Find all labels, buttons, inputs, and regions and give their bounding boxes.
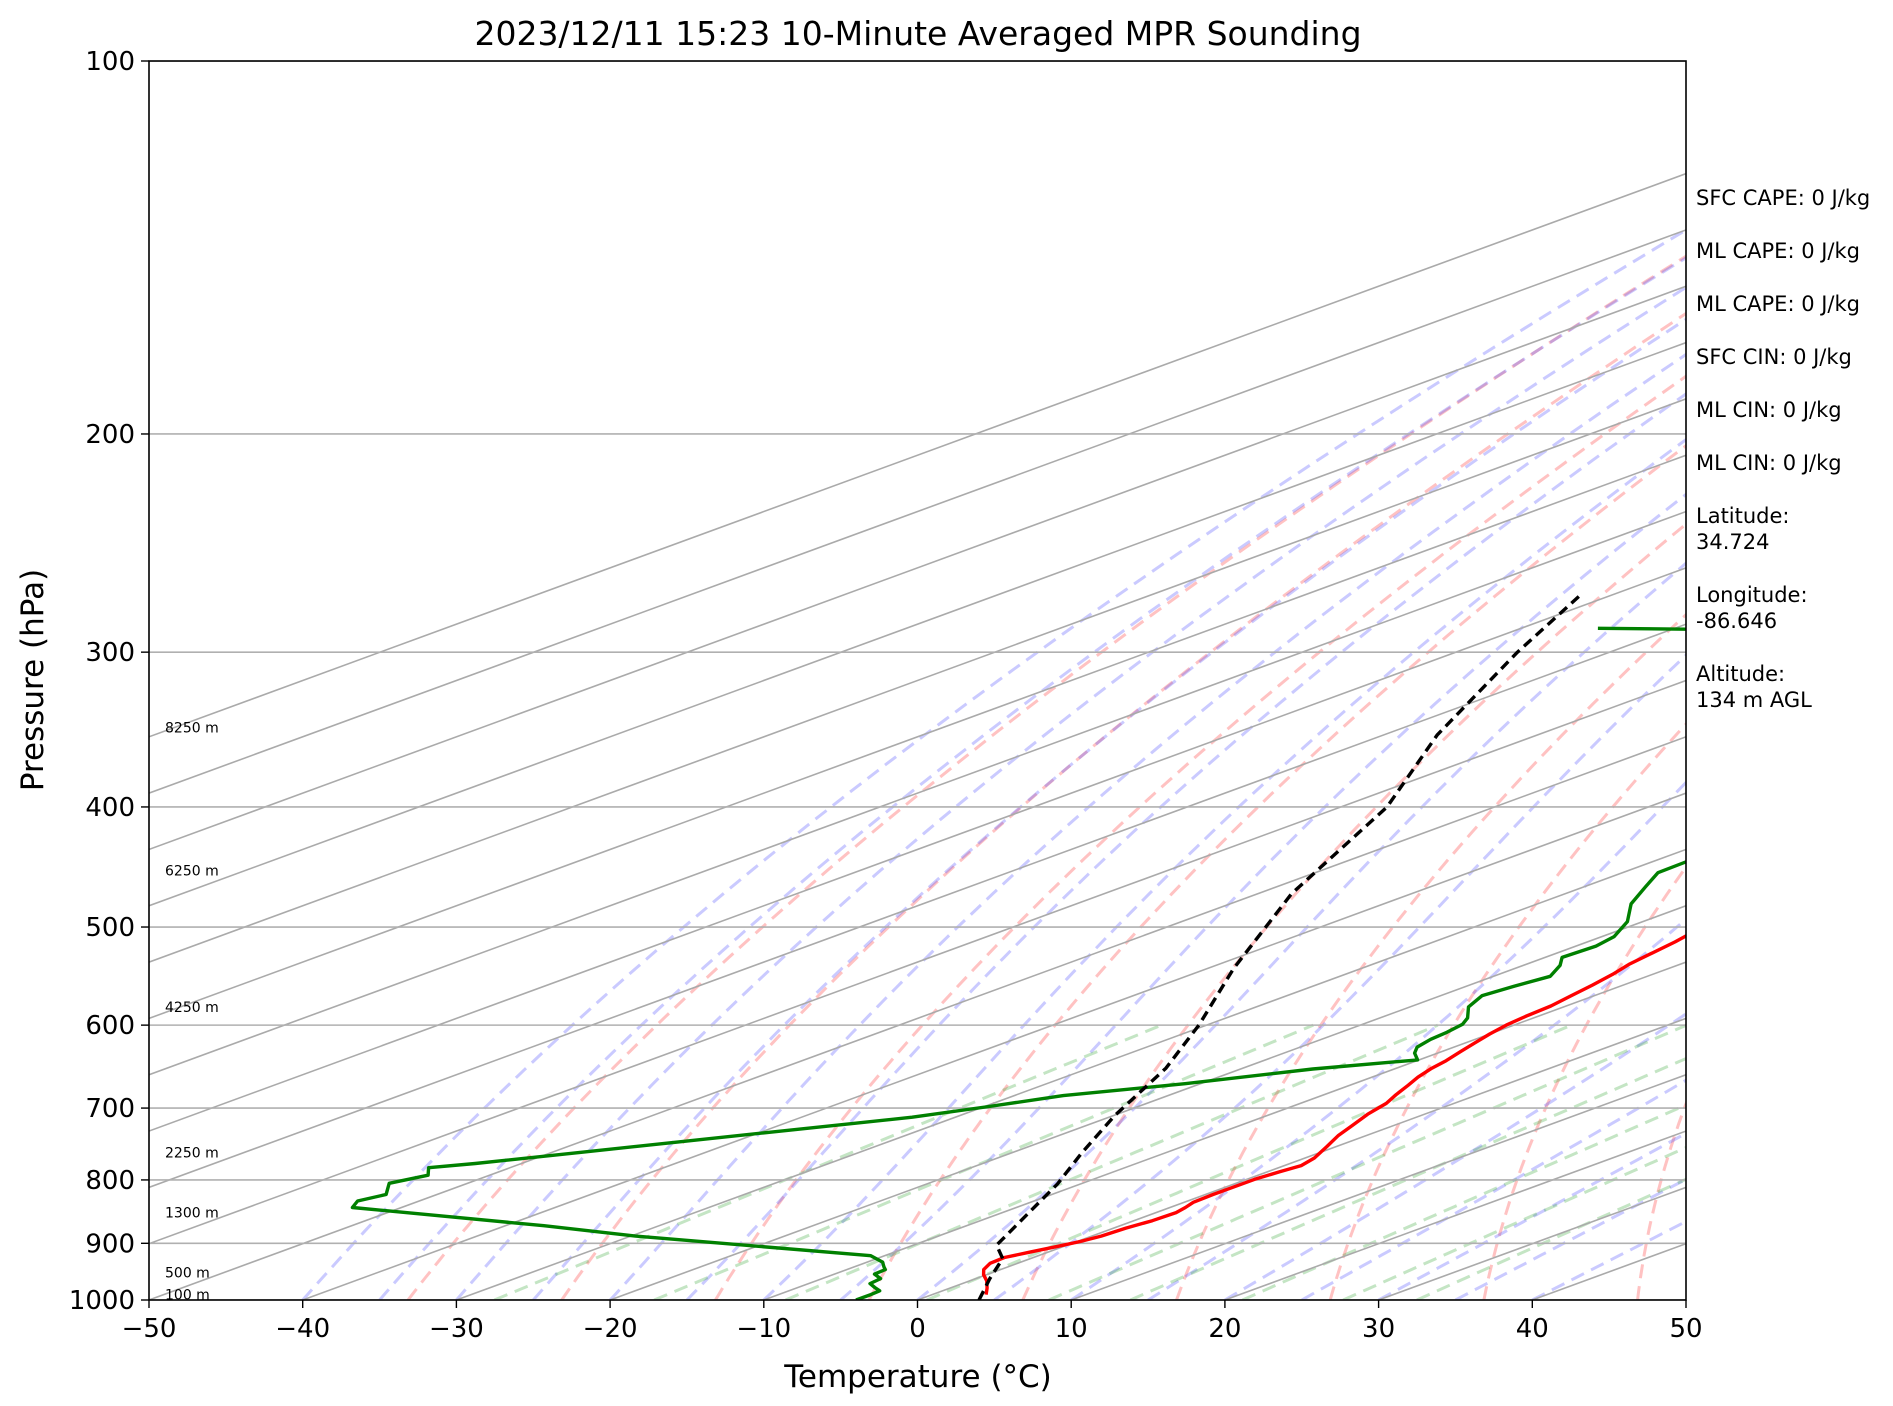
dry-adiabat bbox=[1482, 864, 1686, 1300]
dry-adiabat bbox=[406, 254, 1686, 1300]
moist-adiabat bbox=[993, 653, 1686, 1300]
x-axis-ticks: −50 −40 −30 −20 −10 0 10 20 30 40 50 bbox=[122, 1300, 1703, 1344]
isotherm bbox=[149, 229, 1686, 794]
sounding-info-item: ML CIN: 0 J/kg bbox=[1696, 398, 1842, 422]
x-tick-label: 40 bbox=[1516, 1314, 1549, 1344]
y-tick-label: 500 bbox=[85, 913, 135, 943]
isotherm bbox=[149, 510, 1686, 1076]
height-label: 500 m bbox=[165, 1265, 210, 1281]
y-tick-label: 700 bbox=[85, 1094, 135, 1124]
sounding-info-item: Latitude: 34.724 bbox=[1696, 504, 1790, 554]
dewpoint-line bbox=[350, 626, 1686, 1300]
dry-adiabat bbox=[1636, 1099, 1686, 1300]
sounding-info-item: Longitude: -86.646 bbox=[1696, 583, 1808, 633]
moist-adiabat bbox=[1454, 1177, 1686, 1300]
chart-title: 2023/12/11 15:23 10-Minute Averaged MPR … bbox=[474, 14, 1361, 53]
y-tick-label: 200 bbox=[85, 420, 135, 450]
sounding-info-item: ML CIN: 0 J/kg bbox=[1696, 451, 1842, 475]
y-tick-label: 300 bbox=[85, 638, 135, 668]
moist-adiabat bbox=[532, 317, 1686, 1300]
isotherm bbox=[149, 735, 1686, 1300]
moist-adiabat bbox=[916, 561, 1686, 1300]
y-tick-label: 800 bbox=[85, 1166, 135, 1196]
height-label: 2250 m bbox=[165, 1145, 219, 1161]
mixing-ratio-line bbox=[1048, 1023, 1686, 1300]
y-tick-label: 400 bbox=[85, 793, 135, 823]
x-tick-label: 30 bbox=[1362, 1314, 1395, 1344]
series-group bbox=[350, 594, 1686, 1300]
isotherm bbox=[149, 341, 1686, 907]
height-label: 4250 m bbox=[165, 1000, 219, 1016]
x-tick-label: 10 bbox=[1055, 1314, 1088, 1344]
moist-adiabat bbox=[762, 437, 1686, 1300]
isotherm bbox=[456, 848, 1686, 1300]
parcel-path-line bbox=[977, 594, 1582, 1300]
sounding-info-item: Altitude: 134 m AGL bbox=[1696, 662, 1812, 712]
reference-lines bbox=[301, 228, 1686, 1300]
sounding-info-panel: SFC CAPE: 0 J/kg ML CAPE: 0 J/kg ML CAPE: … bbox=[1696, 185, 1870, 740]
isotherm bbox=[149, 172, 1686, 738]
dry-adiabat bbox=[714, 374, 1686, 1300]
mixing-ratio-line bbox=[926, 1023, 1572, 1300]
isotherm bbox=[609, 904, 1686, 1300]
height-label: 6250 m bbox=[165, 863, 219, 879]
mixing-ratio-line bbox=[1129, 1056, 1686, 1300]
sounding-info-item: SFC CIN: 0 J/kg bbox=[1696, 345, 1852, 369]
x-axis-label: Temperature (°C) bbox=[783, 1359, 1052, 1395]
x-tick-label: −20 bbox=[583, 1314, 638, 1344]
isotherm bbox=[763, 961, 1686, 1300]
dry-adiabat bbox=[867, 443, 1686, 1300]
y-tick-label: 1000 bbox=[69, 1286, 135, 1316]
moist-adiabat bbox=[1147, 917, 1686, 1300]
grid-lines bbox=[149, 61, 1686, 1300]
y-tick-label: 600 bbox=[85, 1011, 135, 1041]
x-tick-label: 50 bbox=[1669, 1314, 1702, 1344]
sounding-info-item: SFC CAPE: 0 J/kg bbox=[1696, 186, 1871, 210]
isotherm bbox=[149, 398, 1686, 963]
height-label: 100 m bbox=[165, 1288, 210, 1304]
x-tick-label: −50 bbox=[122, 1314, 177, 1344]
dry-adiabat bbox=[560, 311, 1686, 1300]
x-tick-label: 20 bbox=[1208, 1314, 1241, 1344]
x-tick-label: −40 bbox=[275, 1314, 330, 1344]
x-tick-label: −10 bbox=[736, 1314, 791, 1344]
mixing-ratio-line bbox=[493, 1023, 1163, 1300]
isotherm bbox=[1070, 1073, 1686, 1300]
sounding-info-item: ML CAPE: 0 J/kg bbox=[1696, 292, 1861, 316]
dry-adiabat bbox=[1175, 612, 1686, 1300]
isotherm bbox=[302, 792, 1686, 1300]
y-tick-label: 900 bbox=[85, 1229, 135, 1259]
moist-adiabat bbox=[301, 228, 1686, 1300]
y-axis-label: Pressure (hPa) bbox=[15, 569, 51, 791]
moist-adiabat bbox=[685, 392, 1686, 1300]
moist-adiabat bbox=[378, 256, 1686, 1300]
y-tick-label: 100 bbox=[85, 47, 135, 77]
dry-adiabat bbox=[1328, 721, 1686, 1300]
x-tick-label: 0 bbox=[909, 1314, 926, 1344]
moist-adiabat bbox=[608, 352, 1686, 1300]
isotherm bbox=[149, 567, 1686, 1132]
height-label: 8250 m bbox=[165, 720, 219, 736]
isotherm bbox=[149, 454, 1686, 1020]
y-axis-ticks: 100 200 300 400 500 600 700 800 900 1000 bbox=[69, 47, 149, 1316]
isotherm bbox=[917, 1017, 1686, 1300]
temperature-line bbox=[981, 934, 1686, 1295]
sounding-info-item: ML CAPE: 0 J/kg bbox=[1696, 239, 1861, 263]
moist-adiabat bbox=[1377, 1131, 1686, 1300]
mixing-ratio-line bbox=[1342, 1145, 1686, 1300]
isotherm bbox=[149, 623, 1686, 1189]
moist-adiabat bbox=[1301, 1078, 1686, 1300]
moist-adiabat bbox=[839, 492, 1686, 1300]
x-tick-label: −30 bbox=[429, 1314, 484, 1344]
isotherm bbox=[149, 285, 1686, 851]
moist-adiabat bbox=[455, 285, 1686, 1300]
height-label: 1300 m bbox=[165, 1206, 219, 1222]
height-labels: 8250 m 6250 m 4250 m 2250 m 1300 m 500 m 100 m bbox=[165, 720, 219, 1303]
dry-adiabat bbox=[1021, 522, 1686, 1300]
